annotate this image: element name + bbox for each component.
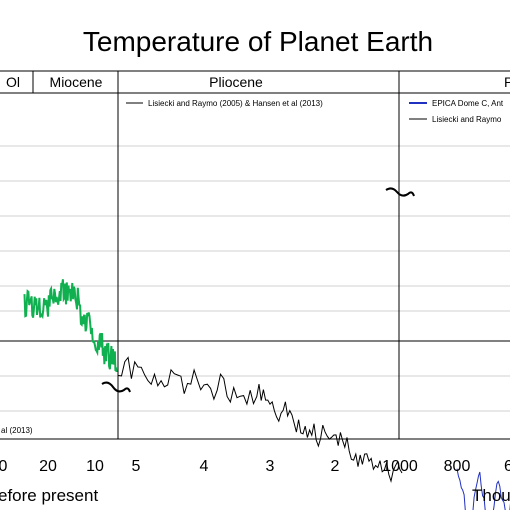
era-label-pliocene: Pliocene: [209, 74, 263, 90]
x-tick-label: 20: [39, 458, 57, 475]
era-label-pleistocene: P: [504, 74, 510, 90]
x-tick-label: 2: [331, 458, 340, 475]
legend-mid: Lisiecki and Raymo (2005) & Hansen et al…: [126, 99, 323, 108]
x-tick-label: 3: [266, 458, 275, 475]
axis-break-icon-lower: [101, 381, 131, 393]
legend-right-label-epica: EPICA Dome C, Ant: [432, 99, 504, 108]
x-axis-label-right: Thou: [472, 486, 510, 505]
x-tick-label: 10: [86, 458, 104, 475]
x-tick-label: 6: [504, 458, 510, 475]
legend-mid-label: Lisiecki and Raymo (2005) & Hansen et al…: [148, 99, 323, 108]
source-label-left: al (2013): [1, 426, 33, 435]
era-label-ol: Ol: [6, 74, 20, 90]
x-tick-label: 800: [444, 458, 471, 475]
x-tick-label: 4: [200, 458, 209, 475]
legend-right: EPICA Dome C, Ant Lisiecki and Raymo: [409, 99, 504, 124]
chart-title: Temperature of Planet Earth: [83, 26, 433, 57]
series-line-1: [118, 356, 403, 484]
era-label-miocene: Miocene: [50, 74, 103, 90]
x-tick-label: 5: [132, 458, 141, 475]
x-tick-label: 0: [0, 458, 8, 475]
series-line-2: [456, 468, 510, 510]
x-axis-label-left: efore present: [0, 486, 98, 505]
axis-break-icon-upper: [385, 187, 415, 197]
x-tick-label: 1000: [382, 458, 418, 475]
series-layer: [23, 279, 510, 510]
grid-lines: [0, 145, 510, 412]
legend-right-label-lr: Lisiecki and Raymo: [432, 115, 502, 124]
series-line-0: [23, 279, 119, 373]
